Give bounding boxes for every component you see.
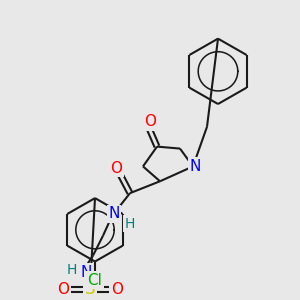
Text: O: O — [144, 114, 156, 129]
Text: H: H — [125, 217, 135, 231]
Text: N: N — [108, 206, 120, 221]
Text: H: H — [67, 263, 77, 278]
Text: N: N — [80, 265, 92, 280]
Text: O: O — [110, 161, 122, 176]
Text: S: S — [85, 280, 95, 298]
Text: Cl: Cl — [88, 273, 102, 288]
Text: O: O — [111, 282, 123, 297]
Text: O: O — [57, 282, 69, 297]
Text: N: N — [189, 159, 201, 174]
